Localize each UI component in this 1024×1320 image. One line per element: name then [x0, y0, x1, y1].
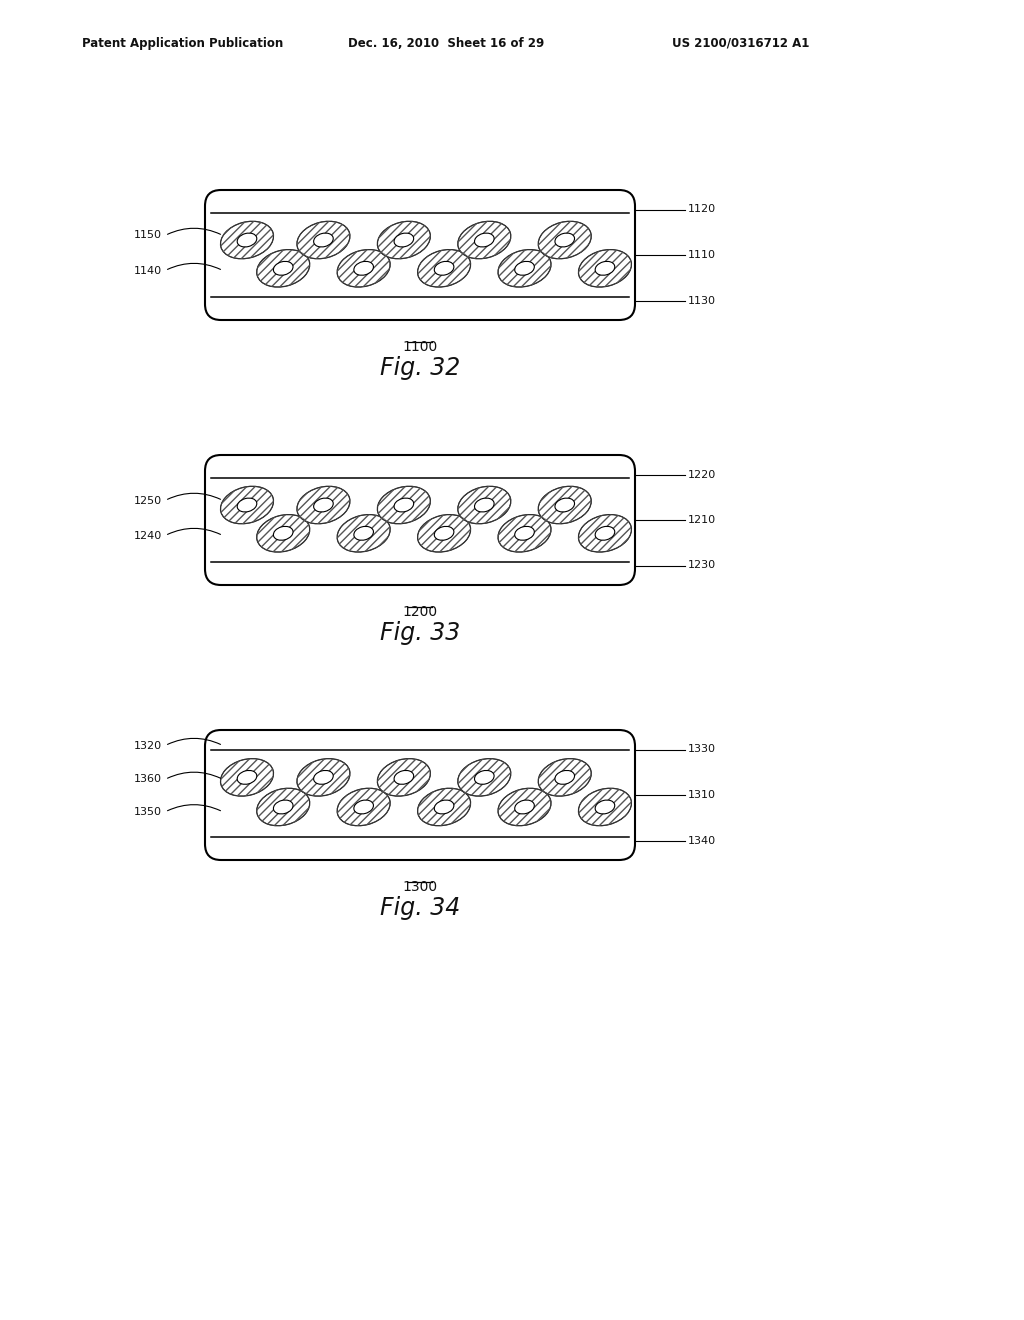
Ellipse shape [313, 771, 333, 784]
Ellipse shape [434, 261, 454, 276]
Ellipse shape [220, 222, 273, 259]
Text: 1320: 1320 [134, 741, 162, 751]
Ellipse shape [337, 788, 390, 826]
Ellipse shape [313, 498, 333, 512]
Ellipse shape [378, 486, 430, 524]
Ellipse shape [579, 515, 632, 552]
Ellipse shape [220, 486, 273, 524]
Ellipse shape [238, 234, 257, 247]
Ellipse shape [555, 234, 574, 247]
Ellipse shape [273, 261, 293, 276]
FancyArrowPatch shape [168, 528, 220, 535]
Text: 1340: 1340 [688, 836, 716, 846]
Ellipse shape [418, 788, 471, 826]
Text: Fig. 33: Fig. 33 [380, 620, 460, 645]
Ellipse shape [257, 515, 309, 552]
Text: 1230: 1230 [688, 561, 716, 570]
Text: 1350: 1350 [134, 807, 162, 817]
Ellipse shape [498, 788, 551, 826]
Ellipse shape [539, 486, 591, 524]
Text: 1360: 1360 [134, 775, 162, 784]
FancyBboxPatch shape [205, 190, 635, 319]
Text: 1200: 1200 [402, 605, 437, 619]
Ellipse shape [394, 234, 414, 247]
FancyBboxPatch shape [205, 455, 635, 585]
Ellipse shape [297, 759, 350, 796]
Ellipse shape [313, 234, 333, 247]
FancyBboxPatch shape [205, 730, 635, 861]
Ellipse shape [458, 486, 511, 524]
Ellipse shape [515, 800, 535, 814]
Ellipse shape [515, 261, 535, 276]
Ellipse shape [498, 249, 551, 286]
Ellipse shape [354, 527, 374, 540]
Ellipse shape [257, 788, 309, 826]
Ellipse shape [458, 759, 511, 796]
Ellipse shape [474, 234, 495, 247]
FancyArrowPatch shape [168, 738, 220, 744]
Ellipse shape [257, 249, 309, 286]
Ellipse shape [434, 527, 454, 540]
Text: Fig. 34: Fig. 34 [380, 896, 460, 920]
Ellipse shape [458, 222, 511, 259]
Ellipse shape [595, 527, 614, 540]
Ellipse shape [394, 771, 414, 784]
Ellipse shape [595, 800, 614, 814]
Text: 1210: 1210 [688, 515, 716, 525]
Ellipse shape [555, 771, 574, 784]
Text: 1120: 1120 [688, 205, 716, 214]
Ellipse shape [474, 771, 495, 784]
Text: Fig. 32: Fig. 32 [380, 356, 460, 380]
Text: 1250: 1250 [134, 495, 162, 506]
Ellipse shape [337, 249, 390, 286]
Text: 1110: 1110 [688, 249, 716, 260]
Ellipse shape [418, 249, 471, 286]
Ellipse shape [539, 759, 591, 796]
Text: 1300: 1300 [402, 880, 437, 894]
Text: 1240: 1240 [134, 531, 162, 541]
Ellipse shape [337, 515, 390, 552]
FancyArrowPatch shape [168, 772, 220, 779]
Text: 1220: 1220 [688, 470, 716, 479]
Text: 1330: 1330 [688, 744, 716, 755]
Ellipse shape [515, 527, 535, 540]
FancyArrowPatch shape [168, 494, 220, 499]
Ellipse shape [378, 759, 430, 796]
Text: 1130: 1130 [688, 296, 716, 305]
Ellipse shape [394, 498, 414, 512]
Ellipse shape [238, 771, 257, 784]
Ellipse shape [418, 515, 471, 552]
Ellipse shape [220, 759, 273, 796]
Text: Dec. 16, 2010  Sheet 16 of 29: Dec. 16, 2010 Sheet 16 of 29 [348, 37, 544, 50]
Ellipse shape [579, 788, 632, 826]
Ellipse shape [498, 515, 551, 552]
Ellipse shape [297, 222, 350, 259]
FancyArrowPatch shape [168, 228, 220, 235]
Text: US 2100/0316712 A1: US 2100/0316712 A1 [672, 37, 809, 50]
Text: 1140: 1140 [134, 265, 162, 276]
Ellipse shape [297, 486, 350, 524]
Ellipse shape [273, 527, 293, 540]
FancyArrowPatch shape [168, 264, 220, 269]
Ellipse shape [579, 249, 632, 286]
Ellipse shape [238, 498, 257, 512]
Text: 1100: 1100 [402, 341, 437, 354]
Ellipse shape [354, 261, 374, 276]
Text: 1310: 1310 [688, 789, 716, 800]
FancyArrowPatch shape [168, 805, 220, 810]
Ellipse shape [555, 498, 574, 512]
Ellipse shape [378, 222, 430, 259]
Text: 1150: 1150 [134, 231, 162, 240]
Ellipse shape [434, 800, 454, 814]
Text: Patent Application Publication: Patent Application Publication [82, 37, 284, 50]
Ellipse shape [474, 498, 495, 512]
Ellipse shape [273, 800, 293, 814]
Ellipse shape [354, 800, 374, 814]
Ellipse shape [595, 261, 614, 276]
Ellipse shape [539, 222, 591, 259]
